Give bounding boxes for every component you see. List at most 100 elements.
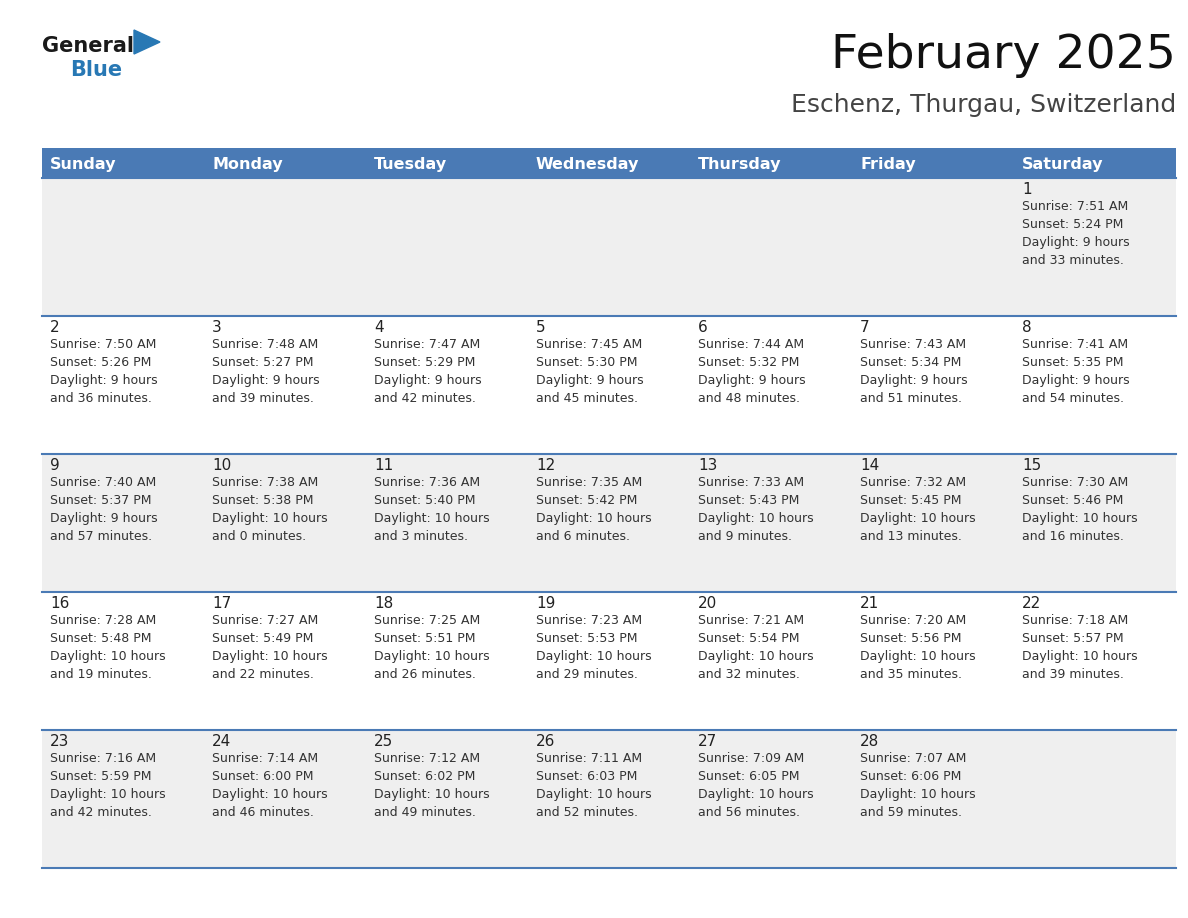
Text: Sunrise: 7:40 AM: Sunrise: 7:40 AM (50, 476, 157, 489)
Text: and 36 minutes.: and 36 minutes. (50, 392, 152, 405)
Text: 18: 18 (374, 596, 393, 611)
Text: Daylight: 10 hours: Daylight: 10 hours (536, 788, 652, 801)
Text: Saturday: Saturday (1022, 156, 1104, 172)
Text: Daylight: 10 hours: Daylight: 10 hours (860, 512, 975, 525)
Text: Sunset: 5:54 PM: Sunset: 5:54 PM (699, 632, 800, 645)
Text: Sunrise: 7:07 AM: Sunrise: 7:07 AM (860, 752, 966, 765)
Text: 20: 20 (699, 596, 718, 611)
Text: Sunset: 5:48 PM: Sunset: 5:48 PM (50, 632, 152, 645)
Text: 28: 28 (860, 734, 879, 749)
Text: and 33 minutes.: and 33 minutes. (1022, 254, 1124, 267)
Text: Daylight: 10 hours: Daylight: 10 hours (1022, 512, 1138, 525)
Text: and 48 minutes.: and 48 minutes. (699, 392, 800, 405)
Text: 1: 1 (1022, 182, 1031, 197)
Bar (366, 148, 527, 178)
Text: and 51 minutes.: and 51 minutes. (860, 392, 962, 405)
Text: Sunrise: 7:09 AM: Sunrise: 7:09 AM (699, 752, 804, 765)
Text: Sunset: 5:38 PM: Sunset: 5:38 PM (211, 494, 314, 507)
Text: Daylight: 9 hours: Daylight: 9 hours (536, 374, 644, 387)
Text: 27: 27 (699, 734, 718, 749)
Bar (852, 148, 1015, 178)
Text: 23: 23 (50, 734, 69, 749)
Text: Daylight: 10 hours: Daylight: 10 hours (50, 788, 165, 801)
Bar (204, 148, 366, 178)
Text: and 56 minutes.: and 56 minutes. (699, 806, 800, 819)
Bar (42, 178, 1176, 316)
Text: 19: 19 (536, 596, 555, 611)
Text: Sunset: 5:46 PM: Sunset: 5:46 PM (1022, 494, 1124, 507)
Text: Sunrise: 7:45 AM: Sunrise: 7:45 AM (536, 338, 643, 351)
Text: Tuesday: Tuesday (374, 156, 447, 172)
Text: Sunrise: 7:21 AM: Sunrise: 7:21 AM (699, 614, 804, 627)
Text: Daylight: 10 hours: Daylight: 10 hours (699, 650, 814, 663)
Text: Sunrise: 7:18 AM: Sunrise: 7:18 AM (1022, 614, 1129, 627)
Text: Sunrise: 7:36 AM: Sunrise: 7:36 AM (374, 476, 480, 489)
Text: 2: 2 (50, 320, 59, 335)
Text: 17: 17 (211, 596, 232, 611)
Text: and 39 minutes.: and 39 minutes. (1022, 668, 1124, 681)
Text: and 32 minutes.: and 32 minutes. (699, 668, 800, 681)
Text: General: General (42, 36, 134, 56)
Text: Sunset: 5:29 PM: Sunset: 5:29 PM (374, 356, 475, 369)
Text: 9: 9 (50, 458, 59, 473)
Bar (42, 316, 1176, 454)
Text: Daylight: 9 hours: Daylight: 9 hours (50, 512, 158, 525)
Text: and 19 minutes.: and 19 minutes. (50, 668, 152, 681)
Text: Daylight: 10 hours: Daylight: 10 hours (211, 650, 328, 663)
Text: Sunset: 5:43 PM: Sunset: 5:43 PM (699, 494, 800, 507)
Text: and 57 minutes.: and 57 minutes. (50, 530, 152, 543)
Text: Sunset: 5:59 PM: Sunset: 5:59 PM (50, 770, 152, 783)
Text: 3: 3 (211, 320, 222, 335)
Text: 24: 24 (211, 734, 232, 749)
Text: Sunset: 5:37 PM: Sunset: 5:37 PM (50, 494, 152, 507)
Bar (1015, 148, 1176, 178)
Text: Sunrise: 7:12 AM: Sunrise: 7:12 AM (374, 752, 480, 765)
Text: Sunrise: 7:30 AM: Sunrise: 7:30 AM (1022, 476, 1129, 489)
Text: Daylight: 10 hours: Daylight: 10 hours (699, 788, 814, 801)
Text: 12: 12 (536, 458, 555, 473)
Text: 10: 10 (211, 458, 232, 473)
Bar (690, 148, 852, 178)
Text: Daylight: 9 hours: Daylight: 9 hours (1022, 374, 1130, 387)
Text: Sunset: 5:53 PM: Sunset: 5:53 PM (536, 632, 638, 645)
Text: Daylight: 10 hours: Daylight: 10 hours (860, 650, 975, 663)
Text: Sunset: 6:00 PM: Sunset: 6:00 PM (211, 770, 314, 783)
Text: 8: 8 (1022, 320, 1031, 335)
Text: Daylight: 10 hours: Daylight: 10 hours (536, 650, 652, 663)
Text: and 26 minutes.: and 26 minutes. (374, 668, 476, 681)
Text: Daylight: 10 hours: Daylight: 10 hours (699, 512, 814, 525)
Text: Sunset: 5:32 PM: Sunset: 5:32 PM (699, 356, 800, 369)
Bar (42, 454, 1176, 592)
Text: Daylight: 9 hours: Daylight: 9 hours (374, 374, 481, 387)
Text: Daylight: 9 hours: Daylight: 9 hours (699, 374, 805, 387)
Text: Sunrise: 7:25 AM: Sunrise: 7:25 AM (374, 614, 480, 627)
Text: Daylight: 10 hours: Daylight: 10 hours (374, 512, 489, 525)
Text: Sunrise: 7:16 AM: Sunrise: 7:16 AM (50, 752, 156, 765)
Text: and 29 minutes.: and 29 minutes. (536, 668, 638, 681)
Text: Sunset: 5:26 PM: Sunset: 5:26 PM (50, 356, 151, 369)
Text: and 6 minutes.: and 6 minutes. (536, 530, 630, 543)
Text: and 52 minutes.: and 52 minutes. (536, 806, 638, 819)
Text: Sunrise: 7:35 AM: Sunrise: 7:35 AM (536, 476, 643, 489)
Text: Sunrise: 7:43 AM: Sunrise: 7:43 AM (860, 338, 966, 351)
Text: 22: 22 (1022, 596, 1041, 611)
Bar (42, 148, 204, 178)
Text: Sunset: 5:34 PM: Sunset: 5:34 PM (860, 356, 961, 369)
Text: 16: 16 (50, 596, 69, 611)
Text: and 3 minutes.: and 3 minutes. (374, 530, 468, 543)
Text: and 45 minutes.: and 45 minutes. (536, 392, 638, 405)
Text: and 0 minutes.: and 0 minutes. (211, 530, 307, 543)
Text: Daylight: 10 hours: Daylight: 10 hours (860, 788, 975, 801)
Text: and 22 minutes.: and 22 minutes. (211, 668, 314, 681)
Text: 6: 6 (699, 320, 708, 335)
Text: Blue: Blue (70, 60, 122, 80)
Text: Sunrise: 7:50 AM: Sunrise: 7:50 AM (50, 338, 157, 351)
Bar (42, 592, 1176, 730)
Text: Sunset: 6:06 PM: Sunset: 6:06 PM (860, 770, 961, 783)
Polygon shape (134, 30, 160, 54)
Text: Sunset: 6:02 PM: Sunset: 6:02 PM (374, 770, 475, 783)
Text: Sunrise: 7:33 AM: Sunrise: 7:33 AM (699, 476, 804, 489)
Text: Sunset: 5:27 PM: Sunset: 5:27 PM (211, 356, 314, 369)
Text: Wednesday: Wednesday (536, 156, 639, 172)
Text: Sunset: 5:57 PM: Sunset: 5:57 PM (1022, 632, 1124, 645)
